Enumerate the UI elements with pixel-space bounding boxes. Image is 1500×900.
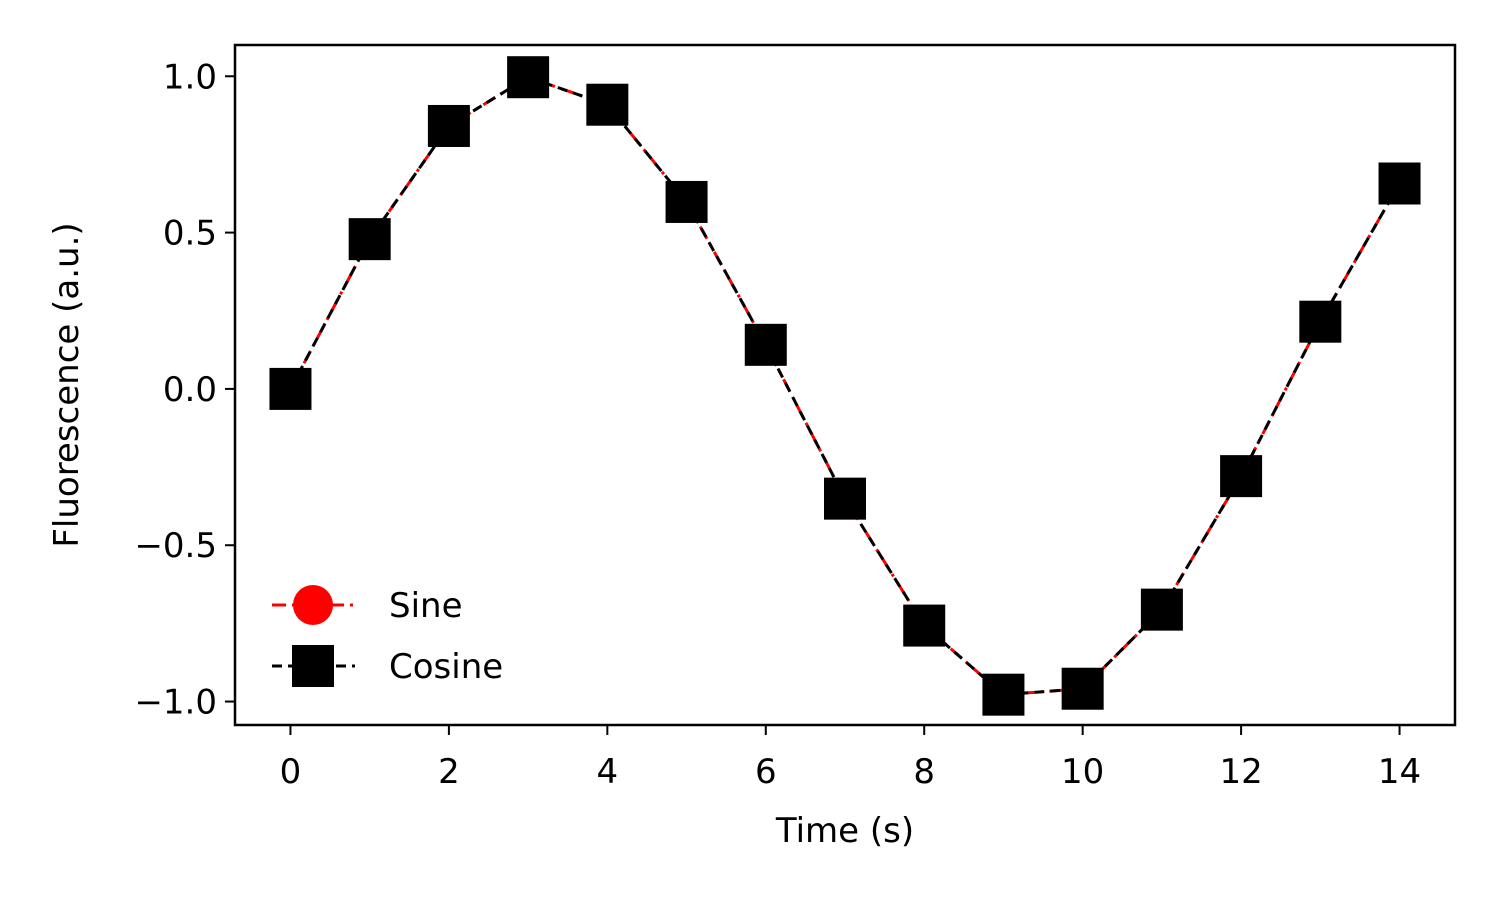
legend-item-cosine: Cosine: [272, 645, 503, 687]
y-tick-label: 0.0: [163, 370, 217, 410]
x-axis-ticks: 0 2 4 6 8 10 12 14: [280, 725, 1421, 792]
data-point-cosine: [744, 323, 787, 366]
legend-item-sine: Sine: [272, 585, 463, 626]
data-point-cosine: [269, 367, 312, 410]
x-tick-label: 12: [1219, 752, 1262, 792]
y-tick-label: 0.5: [163, 214, 217, 254]
data-point-cosine: [1220, 455, 1263, 498]
x-tick-label: 10: [1061, 752, 1104, 792]
series-layer: [269, 56, 1421, 716]
legend-label-cosine: Cosine: [389, 647, 503, 687]
data-point-cosine: [982, 673, 1025, 716]
x-tick-label: 2: [438, 752, 460, 792]
data-point-cosine: [903, 604, 946, 647]
data-point-cosine: [1378, 162, 1421, 205]
data-point-cosine: [1299, 300, 1342, 343]
data-point-cosine: [348, 218, 391, 261]
legend-marker-cosine: [292, 645, 334, 687]
y-axis-ticks: 1.0 0.5 0.0 −0.5 −1.0: [134, 57, 235, 723]
x-tick-label: 0: [280, 752, 302, 792]
data-point-cosine: [1061, 667, 1104, 710]
data-point-cosine: [1140, 588, 1183, 631]
series-cosine: [269, 56, 1421, 716]
y-tick-label: −1.0: [134, 683, 217, 723]
y-axis-label: Fluorescence (a.u.): [47, 222, 87, 547]
data-point-cosine: [507, 56, 550, 99]
data-point-cosine: [665, 180, 708, 223]
legend-marker-sine: [293, 585, 333, 625]
data-point-cosine: [586, 83, 629, 126]
legend-label-sine: Sine: [389, 586, 463, 626]
x-axis-label: Time (s): [775, 811, 914, 851]
axes-frame: [233, 43, 1457, 727]
x-tick-label: 6: [755, 752, 777, 792]
x-tick-label: 8: [913, 752, 935, 792]
data-point-cosine: [824, 477, 866, 520]
plot-area: [233, 43, 1457, 727]
legend: Sine Cosine: [272, 585, 503, 687]
x-tick-label: 14: [1378, 752, 1421, 792]
data-point-cosine: [427, 104, 470, 147]
y-tick-label: 1.0: [163, 57, 217, 97]
y-tick-label: −0.5: [134, 526, 217, 566]
x-tick-label: 4: [597, 752, 619, 792]
